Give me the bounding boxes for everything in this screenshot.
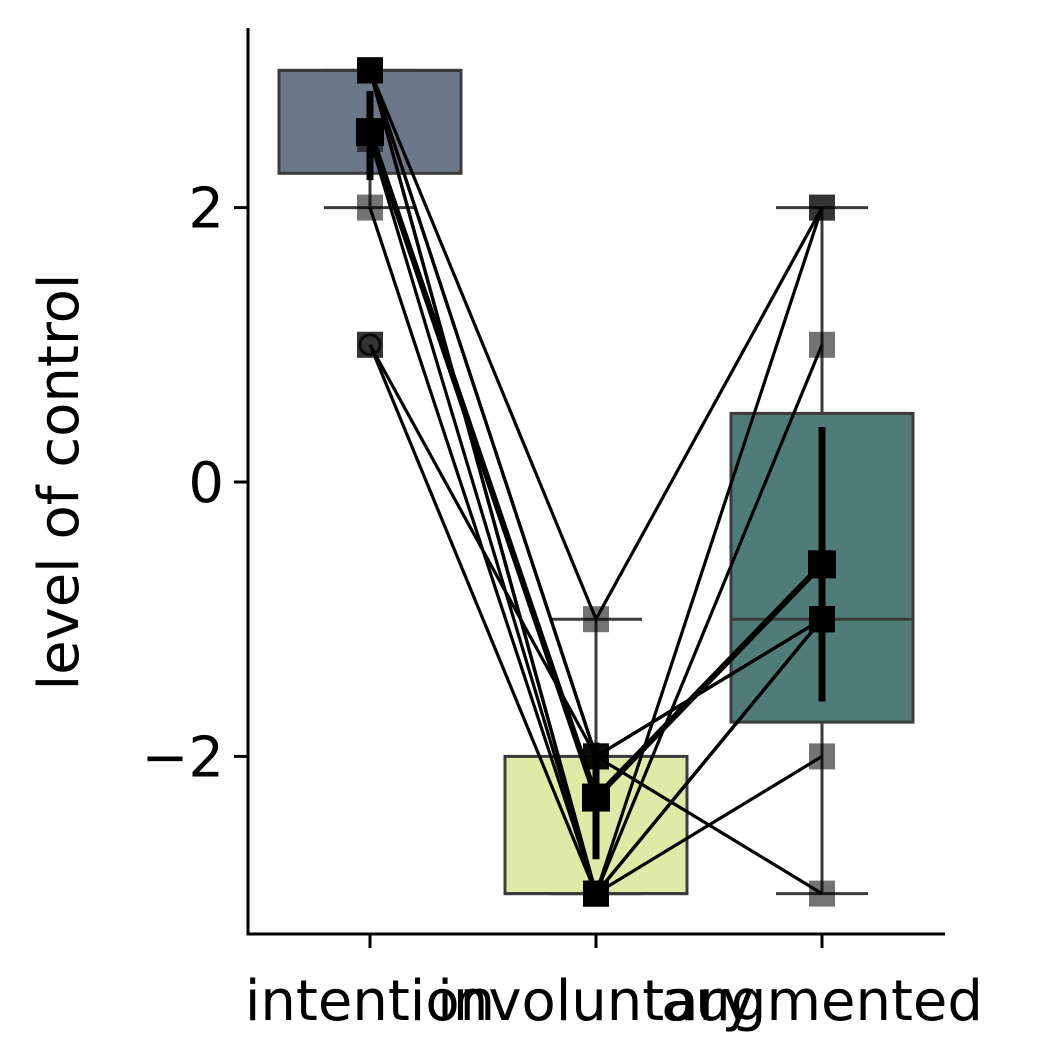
subject-marker-5-augmented bbox=[809, 880, 835, 907]
subject-marker-10-intention bbox=[357, 194, 383, 221]
subject-marker-12-involuntary bbox=[583, 880, 609, 907]
x-tick-label-involuntary: involuntary bbox=[437, 969, 754, 1034]
x-tick-label-augmented: augmented bbox=[661, 969, 983, 1034]
mean-marker-involuntary bbox=[582, 783, 610, 812]
subject-marker-8-intention bbox=[357, 57, 383, 84]
subject-marker-6-augmented bbox=[809, 194, 835, 221]
y-tick-label: 0 bbox=[188, 451, 224, 516]
subject-marker-7-augmented bbox=[809, 331, 835, 358]
mean-layer bbox=[356, 90, 836, 860]
mean-marker-intention bbox=[356, 118, 384, 147]
y-axis-label: level of control bbox=[27, 274, 92, 691]
subject-marker-6-involuntary bbox=[583, 606, 609, 633]
y-tick-label: 2 bbox=[188, 177, 224, 242]
x-tick-label-intention: intention bbox=[245, 969, 495, 1034]
y-tick-label: −2 bbox=[141, 725, 224, 790]
subject-marker-1-augmented bbox=[809, 743, 835, 770]
mean-marker-augmented bbox=[808, 550, 836, 579]
subject-marker-12-intention bbox=[357, 331, 383, 358]
